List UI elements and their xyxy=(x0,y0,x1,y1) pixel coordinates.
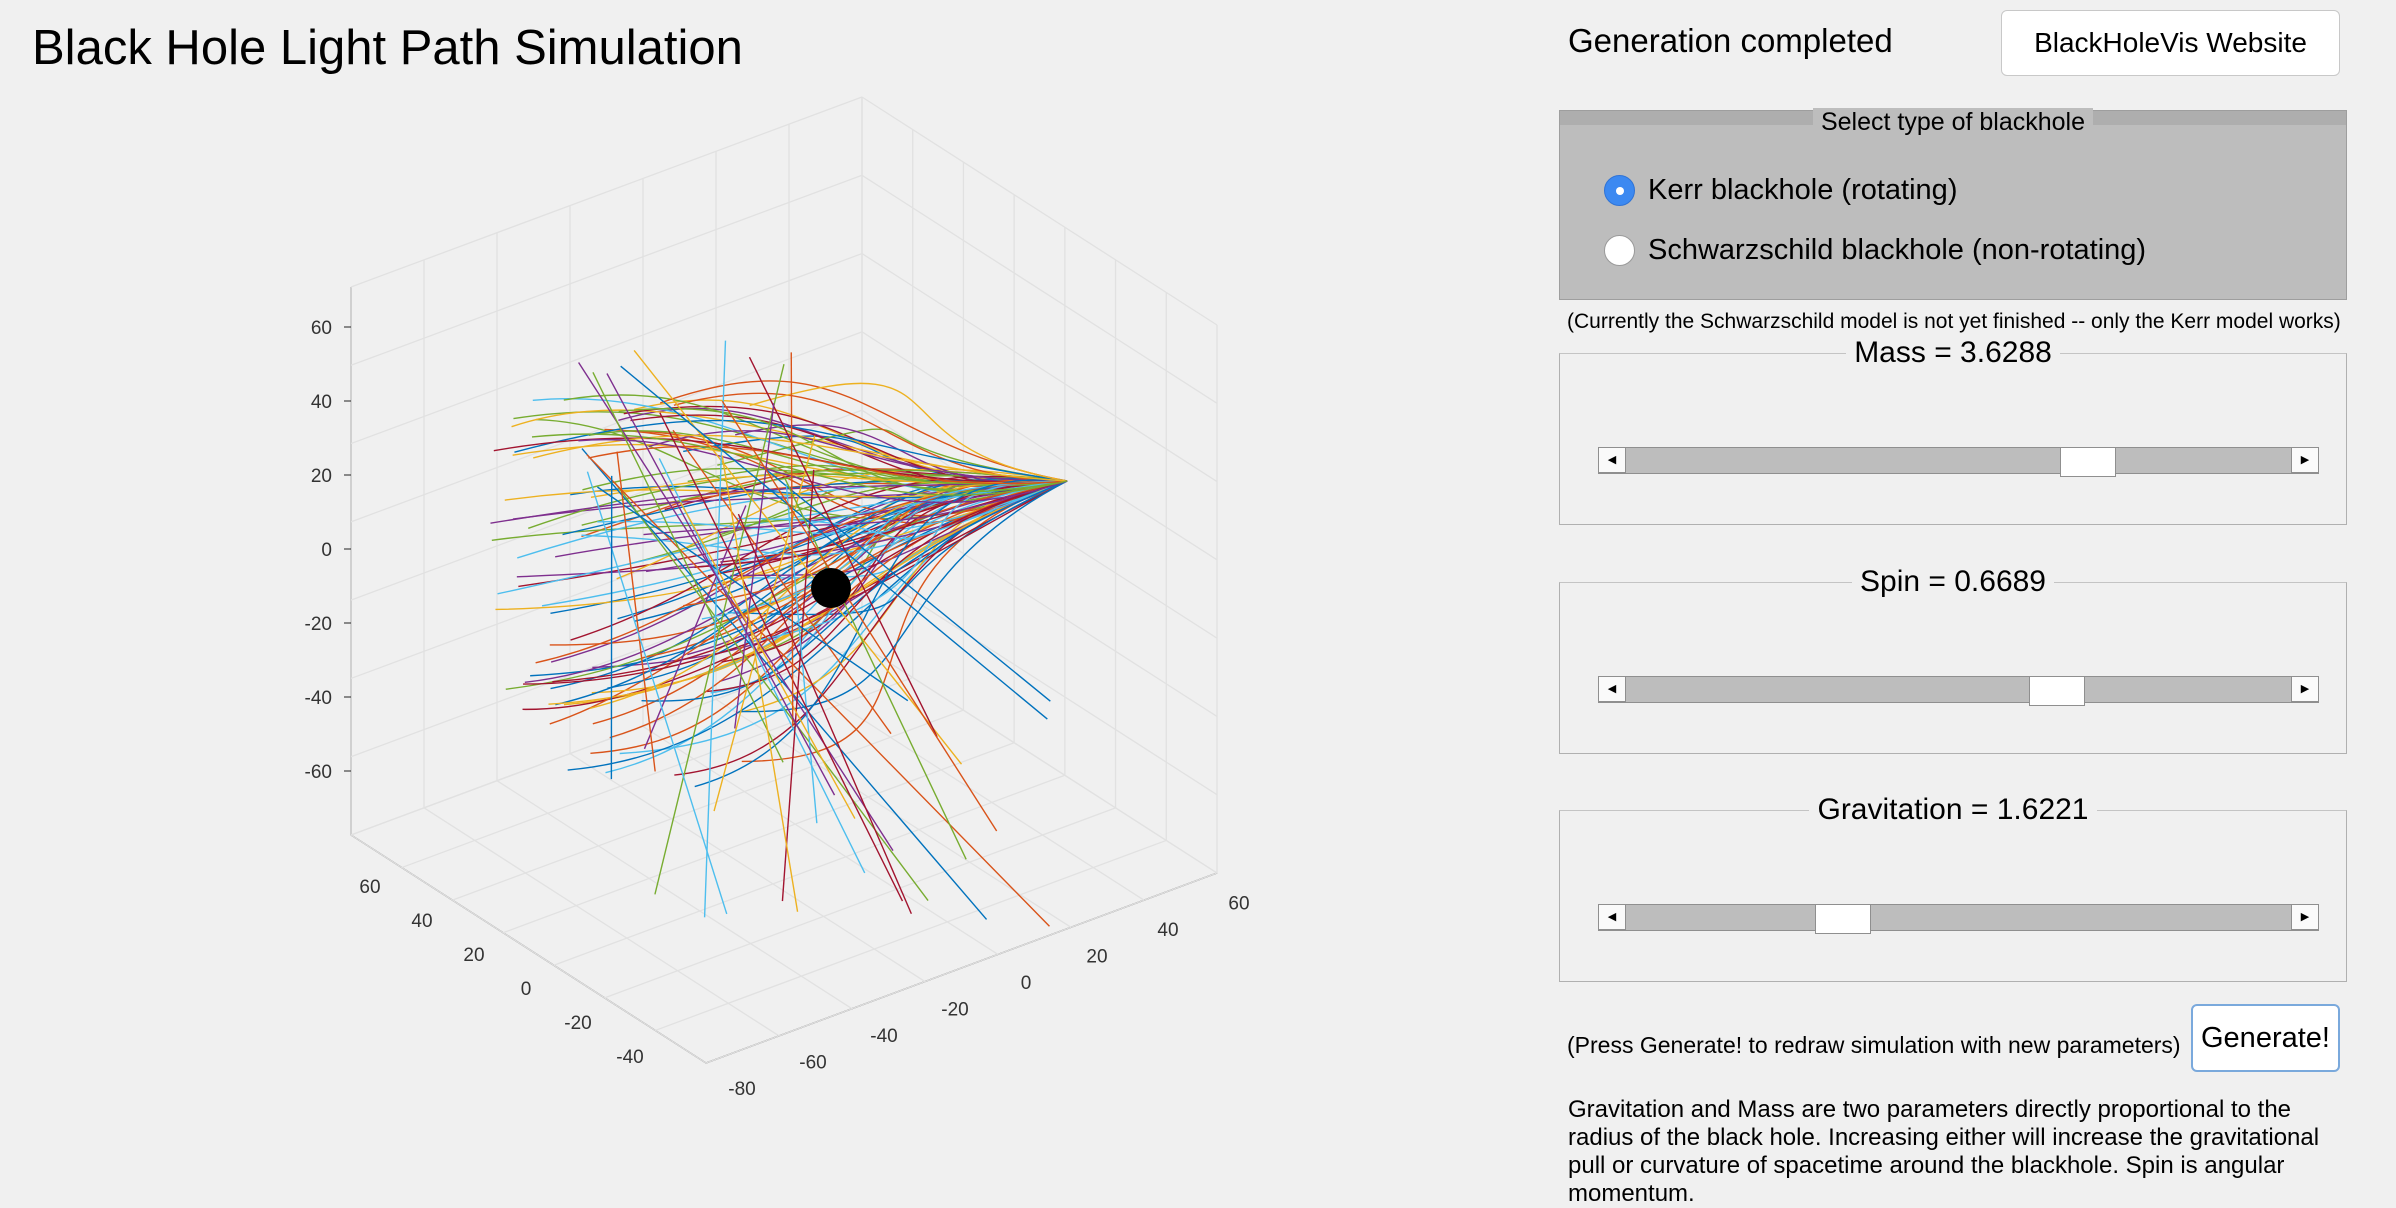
model-note: (Currently the Schwarzschild model is no… xyxy=(1567,310,2341,334)
radio-schwarzschild-label[interactable]: Schwarzschild blackhole (non-rotating) xyxy=(1648,234,2146,267)
description-text: Gravitation and Mass are two parameters … xyxy=(1568,1096,2358,1208)
light-path xyxy=(550,480,1067,724)
grid-line xyxy=(351,835,706,1063)
gravitation-label: Gravitation = 1.6221 xyxy=(1809,793,2096,826)
right-axis-ticks: -80 -60 -40 -20 0 20 40 60 xyxy=(728,894,1249,1101)
z-tick-label: 60 xyxy=(311,318,332,339)
panel-header xyxy=(1560,111,2346,125)
z-tick-label: 0 xyxy=(321,540,332,561)
z-tick-label: 20 xyxy=(311,466,332,487)
spin-slider[interactable]: ◀ ▶ xyxy=(1598,676,2319,703)
right-tick-label: 20 xyxy=(1086,947,1107,968)
grid-line xyxy=(570,754,925,982)
black-hole-sphere xyxy=(811,568,851,608)
left-tick-label: 0 xyxy=(521,979,532,1000)
z-tick-label: -40 xyxy=(305,688,332,709)
mass-slider[interactable]: ◀ ▶ xyxy=(1598,447,2319,474)
light-path-plot[interactable]: 60 40 20 0 -20 -40 -60 60 40 20 0 -20 -40 -80 -60 -40… xyxy=(0,0,1500,1200)
grid-line xyxy=(862,567,1217,795)
radio-kerr[interactable]: Kerr blackhole (rotating) xyxy=(1604,170,1957,210)
z-tick-label: -60 xyxy=(305,762,332,783)
left-tick-label: 40 xyxy=(411,911,432,932)
blackhole-type-panel: Select type of blackhole Kerr blackhole … xyxy=(1559,110,2347,300)
grid-line xyxy=(643,726,998,954)
right-tick-label: 60 xyxy=(1228,894,1249,915)
grid-line xyxy=(503,743,1014,933)
grid-line xyxy=(862,97,1217,325)
left-tick-label: 60 xyxy=(359,877,380,898)
right-tick-label: -20 xyxy=(941,1000,968,1021)
grid-line xyxy=(605,808,1116,998)
grid xyxy=(351,97,1217,1063)
grid-line xyxy=(351,567,862,757)
website-button[interactable]: BlackHoleVis Website xyxy=(2001,10,2340,76)
grid-line xyxy=(862,175,1217,403)
grid-line xyxy=(862,254,1217,482)
status-text: Generation completed xyxy=(1568,18,1893,64)
left-tick-label: 20 xyxy=(463,945,484,966)
gravitation-slider[interactable]: ◀ ▶ xyxy=(1598,904,2319,931)
gravitation-left-arrow-icon[interactable]: ◀ xyxy=(1598,904,1626,930)
mass-label: Mass = 3.6288 xyxy=(1846,336,2060,369)
z-axis-ticks: 60 40 20 0 -20 -40 -60 xyxy=(305,318,351,783)
radio-kerr-selected[interactable] xyxy=(1604,175,1635,206)
grid-line xyxy=(402,678,913,868)
light-paths xyxy=(490,341,1067,927)
right-tick-label: 0 xyxy=(1021,973,1032,994)
spin-slider-panel: Spin = 0.6689 ◀ ▶ xyxy=(1559,582,2347,754)
mass-slider-panel: Mass = 3.6288 ◀ ▶ xyxy=(1559,353,2347,525)
grid-line xyxy=(452,710,963,900)
right-tick-label: -60 xyxy=(799,1053,826,1074)
radio-schwarzschild-unselected[interactable] xyxy=(1604,235,1635,266)
radio-schwarzschild[interactable]: Schwarzschild blackhole (non-rotating) xyxy=(1604,230,2146,270)
spin-right-arrow-icon[interactable]: ▶ xyxy=(2291,676,2319,702)
generate-hint: (Press Generate! to redraw simulation wi… xyxy=(1567,1032,2181,1059)
radio-kerr-label[interactable]: Kerr blackhole (rotating) xyxy=(1648,174,1957,207)
spin-left-arrow-icon[interactable]: ◀ xyxy=(1598,676,1626,702)
grid-line xyxy=(862,645,1217,873)
grid-line xyxy=(351,97,862,287)
grid-line xyxy=(706,873,1217,1063)
z-tick-label: 40 xyxy=(311,392,332,413)
left-tick-label: -40 xyxy=(616,1047,643,1068)
mass-right-arrow-icon[interactable]: ▶ xyxy=(2291,447,2319,473)
right-tick-label: -40 xyxy=(870,1026,897,1047)
gravitation-slider-panel: Gravitation = 1.6221 ◀ ▶ xyxy=(1559,810,2347,982)
generate-button[interactable]: Generate! xyxy=(2191,1004,2340,1072)
left-axis-ticks: 60 40 20 0 -20 -40 xyxy=(359,877,643,1068)
left-tick-label: -20 xyxy=(564,1013,591,1034)
grid-line xyxy=(424,808,779,1036)
spin-slider-thumb[interactable] xyxy=(2029,676,2085,706)
grid-line xyxy=(655,840,1166,1030)
gravitation-slider-thumb[interactable] xyxy=(1815,904,1871,934)
black-hole xyxy=(811,568,851,608)
right-tick-label: -80 xyxy=(728,1079,755,1100)
mass-slider-thumb[interactable] xyxy=(2060,447,2116,477)
mass-left-arrow-icon[interactable]: ◀ xyxy=(1598,447,1626,473)
grid-line xyxy=(554,775,1065,965)
light-ray xyxy=(791,352,793,726)
right-tick-label: 40 xyxy=(1157,920,1178,941)
gravitation-right-arrow-icon[interactable]: ▶ xyxy=(2291,904,2319,930)
spin-label: Spin = 0.6689 xyxy=(1852,565,2054,598)
z-tick-label: -20 xyxy=(305,614,332,635)
grid-line xyxy=(351,175,862,365)
